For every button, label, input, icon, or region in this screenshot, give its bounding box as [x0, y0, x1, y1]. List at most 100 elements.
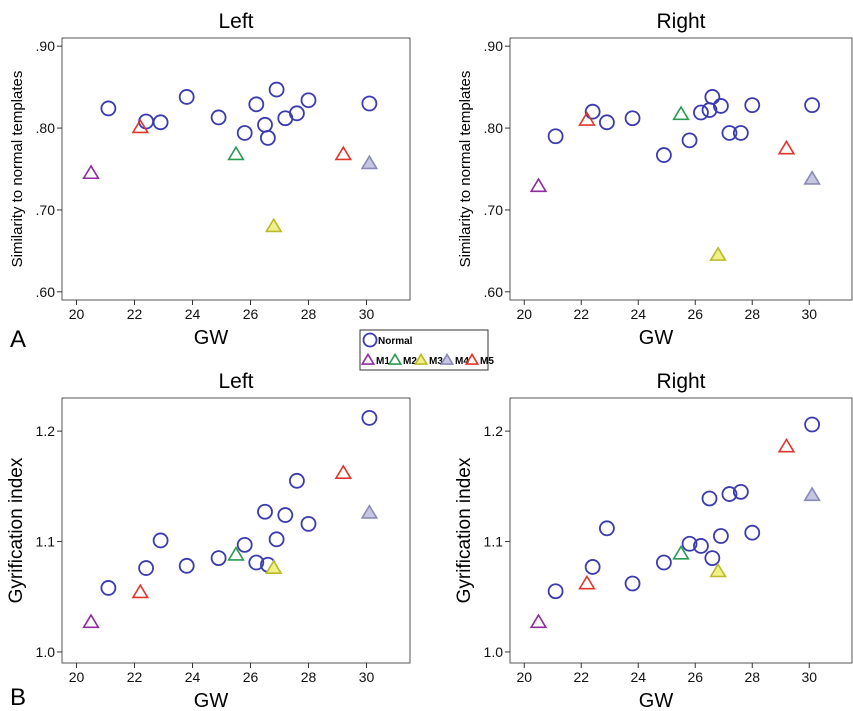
- legend-marker-m5: [464, 352, 480, 365]
- x-tick-label: 26: [243, 669, 259, 685]
- y-tick-label: 1.2: [36, 423, 56, 439]
- point-normal: [236, 536, 253, 553]
- point-normal: [178, 557, 195, 574]
- point-normal: [704, 89, 721, 105]
- legend-label-m5: M5: [480, 356, 494, 367]
- point-m3: [264, 217, 283, 233]
- x-tick-label: 24: [185, 306, 201, 322]
- point-normal: [152, 532, 169, 549]
- point-normal: [210, 109, 227, 126]
- legend-marker-m3: [413, 352, 429, 365]
- chart-panel-left-b: Left 20 22 24 26 28 30 1.0 1.1 1.2 GW Gyrification …: [6, 370, 411, 711]
- point-m3: [709, 562, 727, 578]
- point-normal: [584, 103, 601, 120]
- legend-marker-normal: [362, 332, 378, 348]
- point-normal: [257, 503, 273, 520]
- x-tick-label: 20: [516, 669, 532, 685]
- point-normal: [178, 89, 195, 105]
- point-normal: [361, 409, 378, 426]
- chart-title: Right: [656, 370, 705, 393]
- point-m5: [578, 111, 596, 126]
- y-tick-label: .60: [36, 284, 56, 300]
- legend-label-m4: M4: [455, 356, 469, 367]
- point-normal: [804, 416, 820, 433]
- x-tick-label: 28: [744, 669, 760, 685]
- legend-label-m2: M2: [403, 356, 417, 367]
- point-normal: [744, 97, 761, 114]
- point-normal: [361, 95, 378, 112]
- point-normal: [713, 98, 729, 114]
- point-m4: [360, 504, 379, 519]
- panel-label-a: A: [10, 326, 26, 353]
- x-tick-label: 22: [573, 669, 589, 685]
- legend-label-m3: M3: [429, 356, 443, 367]
- y-tick-label: .70: [36, 202, 56, 218]
- point-normal: [268, 81, 285, 98]
- point-normal: [248, 554, 265, 571]
- legend-marker-m1: [360, 352, 376, 365]
- point-m2: [672, 105, 690, 121]
- point-normal: [656, 147, 672, 163]
- y-tick-label: .90: [484, 38, 504, 54]
- x-tick-label: 22: [127, 306, 143, 322]
- legend-box: [359, 329, 489, 371]
- chart-panel-left-a: Left 20 22 24 26 28 30 .60 .70 .80 .90 GW Similarity…: [9, 10, 411, 349]
- x-tick-label: 26: [243, 306, 259, 322]
- y-tick-label: .80: [36, 120, 56, 136]
- point-m5: [334, 145, 353, 161]
- x-tick-label: 28: [301, 669, 317, 685]
- x-tick-label: 24: [630, 306, 646, 322]
- point-m5: [777, 139, 796, 155]
- point-normal: [100, 100, 117, 117]
- point-m5: [131, 583, 150, 599]
- y-tick-label: .70: [484, 202, 504, 218]
- point-normal: [704, 550, 721, 567]
- legend-label-m1: M1: [376, 356, 390, 367]
- point-normal: [152, 114, 169, 131]
- point-normal: [693, 538, 709, 554]
- x-tick-label: 26: [687, 306, 703, 322]
- plot-area: [61, 37, 411, 301]
- y-axis-title: Gyrification index: [454, 457, 475, 603]
- point-m5: [334, 464, 353, 480]
- legend-marker-m2: [387, 352, 403, 365]
- point-normal: [693, 104, 709, 121]
- point-m1: [529, 613, 548, 629]
- legend: Normal M1 M2 M3 M4 M5: [359, 329, 494, 371]
- point-m5: [777, 437, 796, 453]
- point-normal: [547, 128, 564, 145]
- point-normal: [701, 490, 718, 507]
- x-tick-label: 28: [744, 306, 760, 322]
- point-normal: [547, 583, 564, 600]
- x-axis-title: GW: [194, 690, 229, 711]
- point-m5: [131, 118, 150, 134]
- x-tick-label: 28: [301, 306, 317, 322]
- point-m2: [227, 546, 245, 561]
- point-normal: [804, 97, 820, 114]
- x-tick-label: 30: [359, 669, 375, 685]
- point-normal: [138, 560, 155, 576]
- y-tick-label: .80: [484, 120, 504, 136]
- chart-panel-right-a: Right 20 22 24 26 28 30 .60 .70 .80 .90 GW Similarit…: [457, 10, 853, 349]
- y-tick-label: 1.0: [484, 644, 504, 660]
- point-m4: [360, 154, 379, 170]
- point-m4: [803, 486, 821, 502]
- x-tick-label: 20: [69, 306, 85, 322]
- x-tick-label: 30: [801, 306, 817, 322]
- point-normal: [599, 520, 615, 537]
- point-m3: [264, 559, 283, 574]
- point-normal: [721, 125, 738, 141]
- point-normal: [732, 125, 749, 141]
- panel-label-b: B: [10, 684, 26, 711]
- plot-area: [61, 397, 411, 664]
- x-tick-label: 22: [127, 669, 143, 685]
- point-normal: [236, 125, 253, 141]
- plot-area: [509, 397, 853, 664]
- point-m1: [82, 164, 100, 180]
- point-normal: [681, 535, 698, 552]
- x-tick-label: 20: [69, 669, 85, 685]
- y-tick-label: .60: [484, 284, 504, 300]
- y-axis-title: Similarity to normal templates: [9, 71, 26, 268]
- x-tick-label: 20: [516, 306, 532, 322]
- point-normal: [288, 472, 305, 489]
